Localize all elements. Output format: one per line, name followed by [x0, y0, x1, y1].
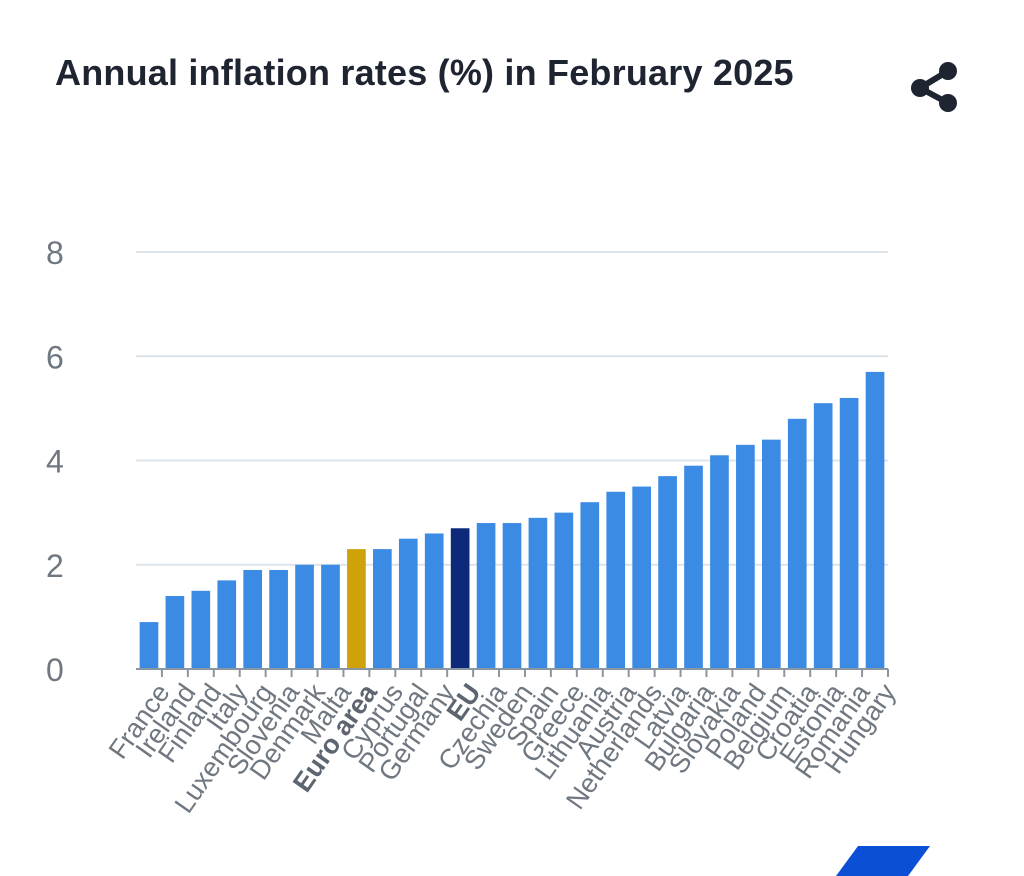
bar-slovenia: [269, 569, 288, 669]
chart-title: Annual inflation rates (%) in February 2…: [55, 52, 794, 93]
bar-austria: [606, 491, 626, 669]
bar-greece: [554, 512, 574, 669]
y-tick-label: 2: [46, 548, 64, 584]
y-tick-label: 4: [46, 444, 64, 480]
bar-romania: [839, 397, 859, 669]
bar-croatia: [787, 418, 807, 669]
y-tick-label: 6: [46, 339, 64, 375]
bar-belgium: [761, 439, 781, 669]
share-icon[interactable]: [906, 56, 966, 116]
bar-cyprus: [373, 549, 392, 669]
bar-portugal: [398, 538, 418, 669]
bar-luxembourg: [243, 569, 263, 669]
bar-euro-area: [347, 549, 366, 669]
bar-germany: [424, 533, 444, 669]
bar-ireland: [165, 596, 185, 669]
brand-logo-icon: [836, 846, 930, 876]
bar-eu: [450, 528, 470, 669]
y-tick-label: 8: [46, 235, 64, 271]
bar-lithuania: [580, 502, 600, 669]
share-icon-glyph: [911, 62, 957, 112]
y-tick-label: 0: [46, 652, 64, 688]
bar-bulgaria: [684, 465, 703, 669]
bar-slovakia: [710, 455, 729, 669]
bar-spain: [528, 517, 548, 669]
bar-italy: [217, 580, 237, 669]
bar-hungary: [865, 371, 885, 669]
bar-denmark: [295, 564, 314, 669]
bar-malta: [321, 564, 340, 669]
bar-sweden: [502, 523, 522, 669]
bar-poland: [736, 444, 755, 669]
bar-czechia: [476, 523, 496, 669]
bar-netherlands: [632, 486, 651, 669]
bar-latvia: [658, 476, 677, 669]
bar-france: [139, 622, 159, 669]
bar-finland: [191, 590, 211, 669]
bar-estonia: [813, 403, 833, 669]
